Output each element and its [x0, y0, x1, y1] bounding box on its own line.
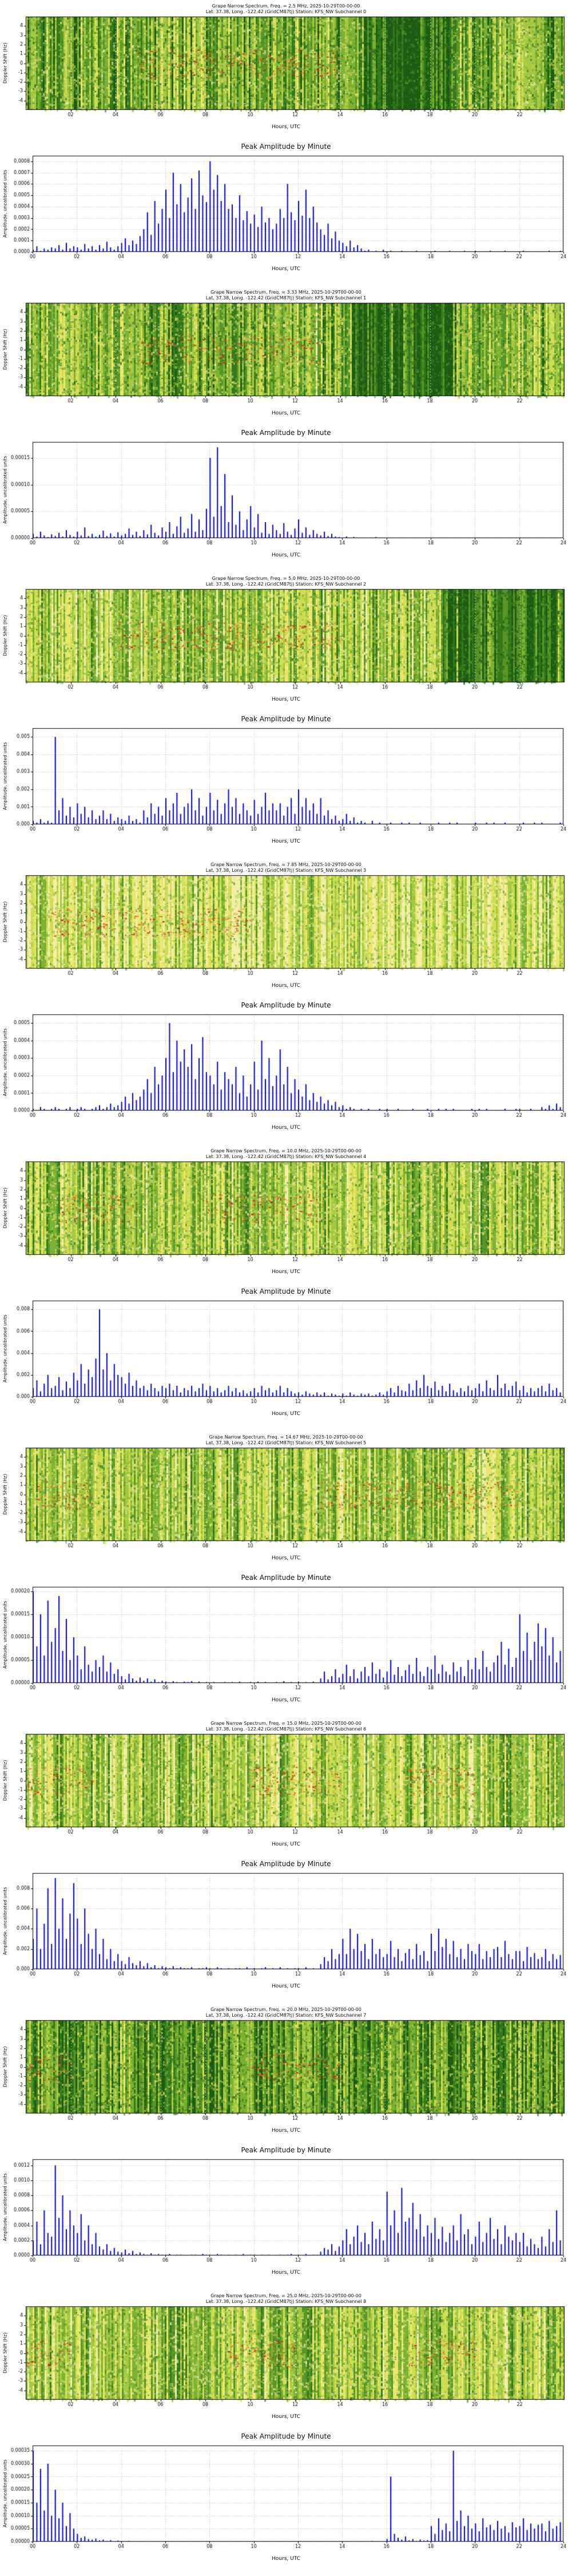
x-axis-label: Hours, UTC: [272, 1411, 300, 1417]
x-axis-label: Hours, UTC: [272, 2414, 300, 2420]
amplitude-section-4: Peak Amplitude by Minute Amplitude, unca…: [0, 1282, 572, 1431]
x-axis-label: Hours, UTC: [272, 697, 300, 702]
amplitude-section-7: Peak Amplitude by Minute Amplitude, unca…: [0, 2141, 572, 2290]
spectrogram-title: Grape Narrow Spectrum, Freq. = 15.0 MHz,…: [210, 1721, 362, 1726]
amplitude-title: Peak Amplitude by Minute: [241, 2432, 331, 2440]
spectrogram-canvas-0: [3, 15, 569, 124]
x-axis-label: Hours, UTC: [272, 1697, 300, 1703]
amplitude-title: Peak Amplitude by Minute: [241, 715, 331, 723]
amplitude-canvas-2: [3, 724, 569, 838]
spectrogram-title: Grape Narrow Spectrum, Freq. = 25.0 MHz,…: [210, 2293, 362, 2298]
x-axis-label: Hours, UTC: [272, 266, 300, 272]
spectrogram-canvas-6: [3, 1732, 569, 1841]
spectrogram-canvas-8: [3, 2305, 569, 2413]
amplitude-title: Peak Amplitude by Minute: [241, 1574, 331, 1582]
y-axis-label: Doppler Shift (Hz): [2, 1187, 8, 1228]
amplitude-title: Peak Amplitude by Minute: [241, 2146, 331, 2154]
spectrogram-subtitle: Lat. 37.38, Long. -122.42 (GridCM87tj) S…: [205, 2013, 367, 2018]
y-axis-label: Amplitude, uncalibrated units: [2, 2173, 8, 2242]
amplitude-canvas-4: [3, 1296, 569, 1411]
amplitude-section-0: Peak Amplitude by Minute Amplitude, unca…: [0, 137, 572, 286]
spectrogram-subtitle: Lat. 37.38, Long. -122.42 (GridCM87tj) S…: [205, 2299, 367, 2304]
y-axis-label: Doppler Shift (Hz): [2, 1760, 8, 1801]
y-axis-label: Amplitude, uncalibrated units: [2, 169, 8, 238]
spectrogram-subtitle: Lat. 37.38, Long. -122.42 (GridCM87tj) S…: [205, 582, 367, 587]
x-axis-label: Hours, UTC: [272, 983, 300, 989]
amplitude-section-5: Peak Amplitude by Minute Amplitude, unca…: [0, 1568, 572, 1717]
y-axis-label: Amplitude, uncalibrated units: [2, 742, 8, 811]
spectrogram-subtitle: Lat. 37.38, Long. -122.42 (GridCM87tj) S…: [205, 9, 367, 14]
amplitude-canvas-3: [3, 1010, 569, 1124]
x-axis-label: Hours, UTC: [272, 1125, 300, 1131]
spectrogram-title: Grape Narrow Spectrum, Freq. = 2.5 MHz, …: [212, 3, 360, 9]
amplitude-canvas-8: [3, 2441, 569, 2555]
amplitude-canvas-7: [3, 2155, 569, 2269]
spectrogram-title: Grape Narrow Spectrum, Freq. = 5.0 MHz, …: [212, 576, 360, 581]
y-axis-label: Doppler Shift (Hz): [2, 901, 8, 942]
amplitude-section-2: Peak Amplitude by Minute Amplitude, unca…: [0, 710, 572, 859]
x-axis-label: Hours, UTC: [272, 1842, 300, 1847]
amplitude-title: Peak Amplitude by Minute: [241, 429, 331, 437]
y-axis-label: Amplitude, uncalibrated units: [2, 1314, 8, 1383]
y-axis-label: Amplitude, uncalibrated units: [2, 1601, 8, 1669]
spectrogram-section-1: Grape Narrow Spectrum, Freq. = 3.33 MHz,…: [0, 286, 572, 424]
y-axis-label: Doppler Shift (Hz): [2, 2332, 8, 2373]
amplitude-title: Peak Amplitude by Minute: [241, 1001, 331, 1009]
y-axis-label: Doppler Shift (Hz): [2, 2046, 8, 2087]
spectrogram-canvas-3: [3, 874, 569, 982]
amplitude-title: Peak Amplitude by Minute: [241, 143, 331, 151]
spectrogram-canvas-7: [3, 2018, 569, 2127]
spectrogram-section-3: Grape Narrow Spectrum, Freq. = 7.85 MHz,…: [0, 859, 572, 996]
spectrogram-section-2: Grape Narrow Spectrum, Freq. = 5.0 MHz, …: [0, 572, 572, 710]
amplitude-canvas-5: [3, 1582, 569, 1697]
spectrogram-section-4: Grape Narrow Spectrum, Freq. = 10.0 MHz,…: [0, 1145, 572, 1282]
spectrogram-section-6: Grape Narrow Spectrum, Freq. = 15.0 MHz,…: [0, 1717, 572, 1855]
y-axis-label: Amplitude, uncalibrated units: [2, 1887, 8, 1955]
spectrogram-title: Grape Narrow Spectrum, Freq. = 3.33 MHz,…: [210, 290, 362, 295]
amplitude-section-8: Peak Amplitude by Minute Amplitude, unca…: [0, 2427, 572, 2576]
spectrogram-subtitle: Lat. 37.38, Long. -122.42 (GridCM87tj) S…: [205, 868, 367, 873]
amplitude-title: Peak Amplitude by Minute: [241, 1287, 331, 1295]
amplitude-section-3: Peak Amplitude by Minute Amplitude, unca…: [0, 996, 572, 1145]
spectrogram-canvas-5: [3, 1446, 569, 1555]
x-axis-label: Hours, UTC: [272, 1555, 300, 1561]
y-axis-label: Amplitude, uncalibrated units: [2, 1028, 8, 1097]
spectrogram-section-7: Grape Narrow Spectrum, Freq. = 20.0 MHz,…: [0, 2004, 572, 2141]
x-axis-label: Hours, UTC: [272, 552, 300, 558]
spectrogram-subtitle: Lat. 37.38, Long. -122.42 (GridCM87tj) S…: [205, 1154, 367, 1159]
spectrogram-canvas-4: [3, 1160, 569, 1269]
x-axis-label: Hours, UTC: [272, 410, 300, 416]
y-axis-label: Doppler Shift (Hz): [2, 615, 8, 656]
spectrogram-title: Grape Narrow Spectrum, Freq. = 20.0 MHz,…: [210, 2007, 362, 2012]
x-axis-label: Hours, UTC: [272, 2128, 300, 2134]
x-axis-label: Hours, UTC: [272, 124, 300, 130]
spectrogram-subtitle: Lat. 37.38, Long. -122.42 (GridCM87tj) S…: [205, 1440, 367, 1445]
amplitude-canvas-1: [3, 437, 569, 552]
spectrogram-canvas-2: [3, 587, 569, 696]
x-axis-label: Hours, UTC: [272, 1269, 300, 1275]
amplitude-section-1: Peak Amplitude by Minute Amplitude, unca…: [0, 424, 572, 572]
spectrogram-canvas-1: [3, 301, 569, 410]
x-axis-label: Hours, UTC: [272, 839, 300, 844]
amplitude-section-6: Peak Amplitude by Minute Amplitude, unca…: [0, 1855, 572, 2004]
spectrogram-title: Grape Narrow Spectrum, Freq. = 14.67 MHz…: [209, 1435, 363, 1440]
x-axis-label: Hours, UTC: [272, 1984, 300, 1989]
spectrogram-section-0: Grape Narrow Spectrum, Freq. = 2.5 MHz, …: [0, 0, 572, 137]
y-axis-label: Doppler Shift (Hz): [2, 1473, 8, 1515]
y-axis-label: Amplitude, uncalibrated units: [2, 456, 8, 524]
y-axis-label: Amplitude, uncalibrated units: [2, 2459, 8, 2528]
x-axis-label: Hours, UTC: [272, 2556, 300, 2562]
spectrogram-title: Grape Narrow Spectrum, Freq. = 7.85 MHz,…: [210, 862, 362, 867]
spectrogram-section-8: Grape Narrow Spectrum, Freq. = 25.0 MHz,…: [0, 2290, 572, 2427]
y-axis-label: Doppler Shift (Hz): [2, 329, 8, 370]
x-axis-label: Hours, UTC: [272, 2270, 300, 2275]
spectrogram-subtitle: Lat. 37.38, Long. -122.42 (GridCM87tj) S…: [205, 295, 367, 301]
spectrogram-title: Grape Narrow Spectrum, Freq. = 10.0 MHz,…: [210, 1148, 362, 1153]
amplitude-canvas-6: [3, 1868, 569, 1983]
spectrogram-subtitle: Lat. 37.38, Long. -122.42 (GridCM87tj) S…: [205, 1726, 367, 1732]
spectrogram-section-5: Grape Narrow Spectrum, Freq. = 14.67 MHz…: [0, 1431, 572, 1568]
amplitude-canvas-0: [3, 151, 569, 266]
y-axis-label: Doppler Shift (Hz): [2, 42, 8, 84]
amplitude-title: Peak Amplitude by Minute: [241, 1860, 331, 1868]
